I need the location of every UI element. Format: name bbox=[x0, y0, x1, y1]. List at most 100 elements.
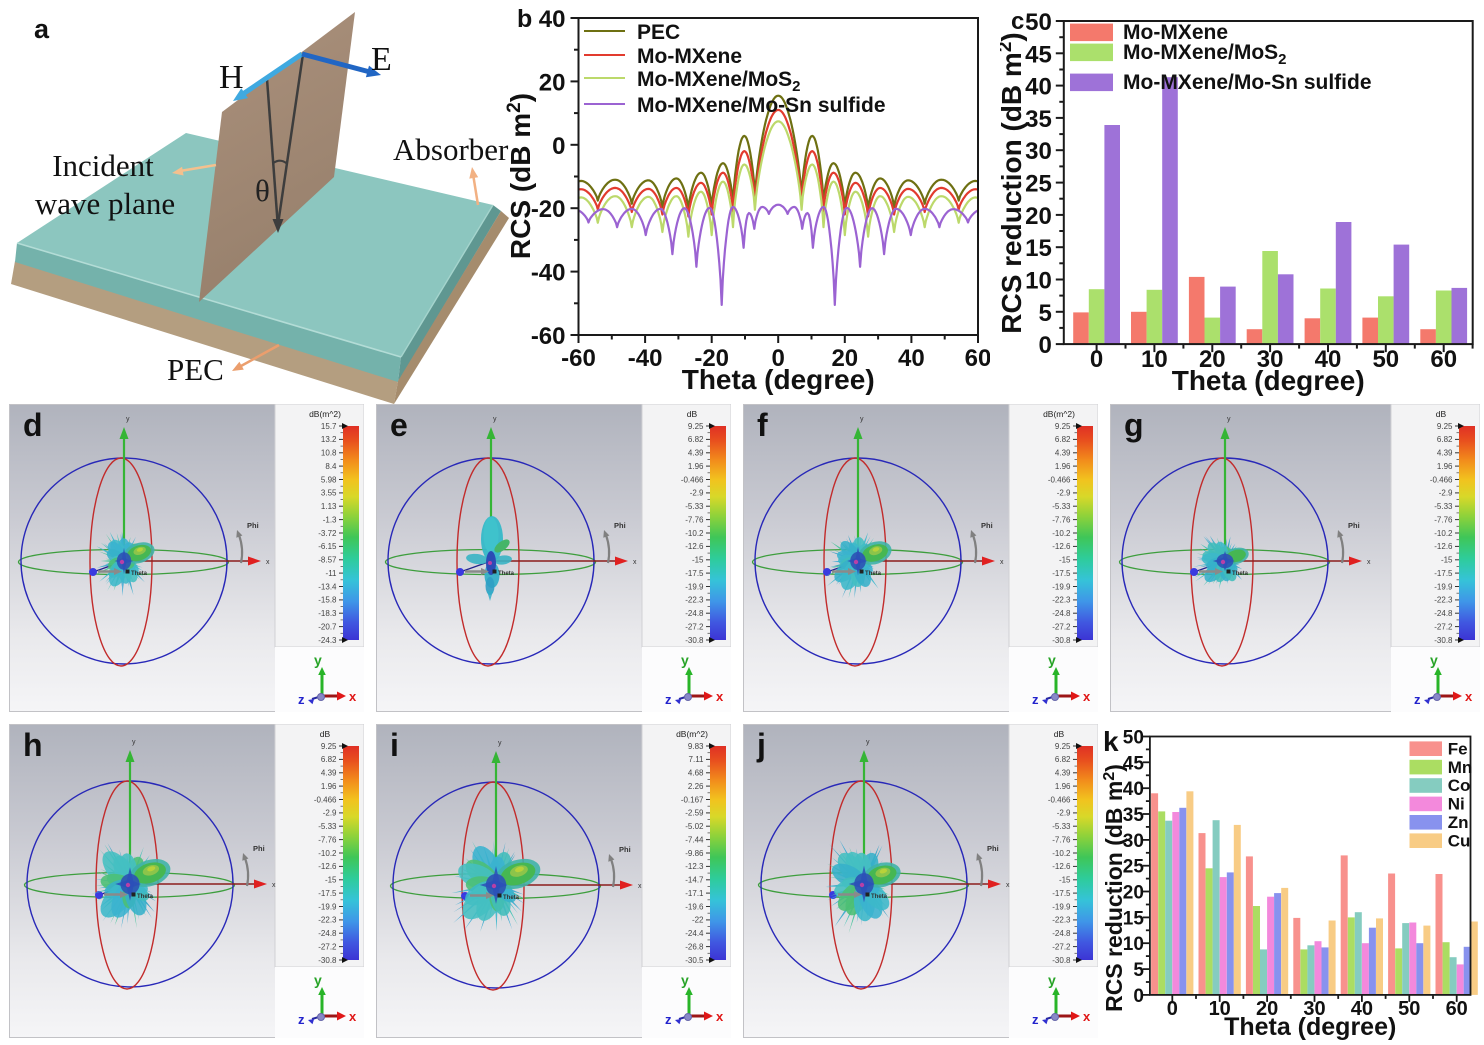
svg-text:9.83: 9.83 bbox=[688, 742, 704, 751]
svg-text:-2.9: -2.9 bbox=[323, 809, 337, 818]
svg-text:y: y bbox=[681, 652, 689, 668]
svg-text:-12.6: -12.6 bbox=[318, 862, 337, 871]
svg-text:-22.3: -22.3 bbox=[318, 916, 337, 925]
svg-text:Cu: Cu bbox=[1448, 831, 1471, 850]
svg-text:Co: Co bbox=[1448, 776, 1471, 795]
svg-text:-2.9: -2.9 bbox=[1057, 489, 1071, 498]
svg-text:-7.76: -7.76 bbox=[1052, 835, 1071, 844]
svg-text:Phi: Phi bbox=[1348, 521, 1360, 530]
svg-text:x: x bbox=[349, 689, 357, 704]
svg-text:-17.5: -17.5 bbox=[685, 569, 704, 578]
svg-text:dB: dB bbox=[320, 729, 331, 739]
svg-text:6.82: 6.82 bbox=[321, 755, 337, 764]
svg-text:-3.72: -3.72 bbox=[318, 529, 337, 538]
svg-text:-6.15: -6.15 bbox=[318, 542, 337, 551]
svg-text:-13.4: -13.4 bbox=[318, 582, 337, 591]
svg-text:Theta: Theta bbox=[131, 571, 148, 577]
svg-text:-10.2: -10.2 bbox=[1434, 529, 1453, 538]
svg-text:9.25: 9.25 bbox=[1055, 422, 1071, 431]
svg-text:x: x bbox=[266, 559, 270, 566]
svg-text:y: y bbox=[314, 972, 322, 988]
svg-text:j: j bbox=[756, 727, 766, 763]
svg-text:y: y bbox=[866, 739, 870, 746]
svg-text:5: 5 bbox=[1038, 300, 1051, 327]
svg-text:dB(m^2): dB(m^2) bbox=[309, 409, 341, 419]
svg-text:-5.33: -5.33 bbox=[1052, 502, 1071, 511]
svg-text:-30.8: -30.8 bbox=[685, 636, 704, 645]
svg-text:-19.6: -19.6 bbox=[685, 902, 704, 911]
svg-text:Theta: Theta bbox=[1232, 571, 1249, 577]
svg-text:50: 50 bbox=[1372, 346, 1399, 373]
svg-text:-17.5: -17.5 bbox=[1052, 889, 1071, 898]
svg-text:20: 20 bbox=[1199, 346, 1226, 373]
svg-text:i: i bbox=[390, 727, 399, 763]
svg-text:-5.33: -5.33 bbox=[1434, 502, 1453, 511]
svg-text:-10.2: -10.2 bbox=[1052, 849, 1071, 858]
svg-text:-15: -15 bbox=[1441, 556, 1453, 565]
svg-text:x: x bbox=[638, 883, 642, 890]
svg-text:-9.86: -9.86 bbox=[685, 849, 704, 858]
svg-text:30: 30 bbox=[1303, 998, 1325, 1020]
svg-text:-17.5: -17.5 bbox=[318, 889, 337, 898]
svg-text:6.82: 6.82 bbox=[1437, 435, 1453, 444]
svg-text:-17.5: -17.5 bbox=[1052, 569, 1071, 578]
svg-text:9.25: 9.25 bbox=[321, 742, 337, 751]
svg-text:4.39: 4.39 bbox=[1055, 449, 1071, 458]
svg-text:-19.9: -19.9 bbox=[685, 582, 704, 591]
svg-text:-2.9: -2.9 bbox=[690, 489, 704, 498]
svg-text:-27.2: -27.2 bbox=[318, 942, 337, 951]
svg-text:-24.8: -24.8 bbox=[1052, 609, 1071, 618]
svg-text:30: 30 bbox=[1123, 831, 1144, 852]
svg-text:30: 30 bbox=[1257, 346, 1284, 373]
svg-text:-2.9: -2.9 bbox=[1439, 489, 1453, 498]
svg-text:40: 40 bbox=[1315, 346, 1342, 373]
svg-text:7.11: 7.11 bbox=[689, 755, 705, 764]
svg-text:4.39: 4.39 bbox=[688, 449, 704, 458]
svg-text:-19.9: -19.9 bbox=[1052, 582, 1071, 591]
svg-text:-8.57: -8.57 bbox=[318, 556, 337, 565]
svg-text:wave plane: wave plane bbox=[35, 186, 175, 221]
svg-text:y: y bbox=[681, 972, 689, 988]
svg-text:Theta: Theta bbox=[503, 895, 520, 901]
svg-text:Phi: Phi bbox=[981, 521, 993, 530]
svg-text:9.25: 9.25 bbox=[1055, 742, 1071, 751]
svg-text:Theta: Theta bbox=[137, 894, 154, 900]
svg-text:Mo-MXene: Mo-MXene bbox=[1123, 21, 1228, 44]
svg-text:35: 35 bbox=[1025, 106, 1052, 133]
svg-text:-5.33: -5.33 bbox=[685, 502, 704, 511]
svg-text:40: 40 bbox=[539, 6, 566, 33]
svg-text:Mo-MXene/MoS2: Mo-MXene/MoS2 bbox=[637, 68, 801, 95]
svg-text:z: z bbox=[298, 692, 305, 707]
svg-text:-5.33: -5.33 bbox=[1052, 822, 1071, 831]
svg-text:x: x bbox=[1000, 559, 1004, 566]
svg-text:E: E bbox=[371, 41, 392, 78]
svg-text:-10.2: -10.2 bbox=[685, 529, 704, 538]
svg-text:60: 60 bbox=[965, 345, 990, 372]
svg-text:f: f bbox=[757, 407, 768, 443]
svg-text:-40: -40 bbox=[628, 345, 663, 372]
svg-text:4.68: 4.68 bbox=[688, 769, 704, 778]
svg-text:dB(m^2): dB(m^2) bbox=[676, 729, 708, 739]
svg-text:10: 10 bbox=[1123, 934, 1144, 955]
svg-text:1.96: 1.96 bbox=[688, 462, 704, 471]
svg-text:30: 30 bbox=[1025, 138, 1052, 165]
svg-text:Phi: Phi bbox=[247, 521, 259, 530]
svg-text:RCS reduction (dB m2): RCS reduction (dB m2) bbox=[1101, 764, 1127, 1012]
svg-text:-22.3: -22.3 bbox=[1052, 916, 1071, 925]
svg-text:y: y bbox=[1227, 416, 1231, 423]
svg-text:c: c bbox=[1011, 8, 1024, 35]
svg-text:40: 40 bbox=[898, 345, 925, 372]
svg-text:-24.4: -24.4 bbox=[685, 929, 704, 938]
svg-text:x: x bbox=[349, 1009, 357, 1024]
svg-text:x: x bbox=[716, 1009, 724, 1024]
svg-text:-19.9: -19.9 bbox=[1052, 902, 1071, 911]
svg-text:d: d bbox=[23, 407, 43, 443]
svg-text:-24.8: -24.8 bbox=[685, 609, 704, 618]
svg-text:-17.1: -17.1 bbox=[685, 889, 704, 898]
svg-text:Mo-MXene/Mo-Sn sulfide: Mo-MXene/Mo-Sn sulfide bbox=[637, 94, 886, 117]
svg-text:-0.466: -0.466 bbox=[1048, 795, 1071, 804]
svg-text:-27.2: -27.2 bbox=[1434, 622, 1453, 631]
svg-text:-11: -11 bbox=[326, 569, 338, 578]
svg-text:Mo-MXene/MoS2: Mo-MXene/MoS2 bbox=[1123, 41, 1287, 68]
svg-text:40: 40 bbox=[1025, 74, 1052, 101]
